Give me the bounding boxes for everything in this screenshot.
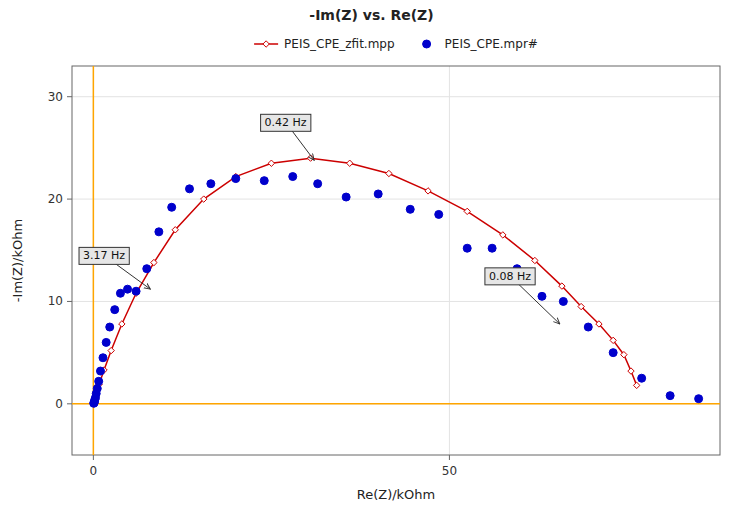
series <box>91 155 640 403</box>
data-point <box>609 349 617 357</box>
ticks: 0 50 0 10 20 30 <box>48 90 457 478</box>
data-point <box>638 374 646 382</box>
data-point <box>374 190 382 198</box>
data-point <box>559 297 567 305</box>
series <box>90 173 703 408</box>
y-axis-label: -Im(Z)/kOhm <box>10 219 25 302</box>
annotations: 3.17 Hz 0.42 Hz 0.08 Hz <box>79 114 560 324</box>
legend-item: PEIS_CPE.mpr# <box>423 37 538 51</box>
legend-marker <box>263 41 269 47</box>
x-tick-label: 0 <box>90 464 98 478</box>
plot-area <box>72 66 720 455</box>
data-point <box>584 323 592 331</box>
data-point <box>111 306 119 314</box>
data-point <box>132 287 140 295</box>
reference-line <box>72 403 720 405</box>
x-tick <box>93 455 94 460</box>
x-grid-line <box>449 66 450 455</box>
annotation-box <box>79 247 129 264</box>
y-grid-line <box>72 199 720 200</box>
fit-point <box>108 347 114 353</box>
annotation: 0.42 Hz <box>261 114 315 160</box>
data-point <box>342 193 350 201</box>
y-tick-label: 0 <box>55 397 63 411</box>
data-point <box>538 292 546 300</box>
fit-point <box>464 208 470 214</box>
data-point <box>666 392 674 400</box>
legend: PEIS_CPE_zfit.mpp PEIS_CPE.mpr# <box>254 37 538 51</box>
grid <box>72 66 720 455</box>
annotation-box <box>261 114 311 131</box>
data-point <box>168 203 176 211</box>
fit-point <box>633 382 639 388</box>
data-point <box>207 180 215 188</box>
y-tick <box>67 301 72 302</box>
y-grid-line <box>72 403 720 404</box>
y-tick <box>67 96 72 97</box>
fit-point <box>610 337 616 343</box>
plot-frame <box>72 66 720 455</box>
x-axis-label: Re(Z)/kOhm <box>357 487 436 502</box>
legend-label: PEIS_CPE_zfit.mpp <box>284 37 394 51</box>
y-grid-line <box>72 96 720 97</box>
data-point <box>463 244 471 252</box>
fit-point <box>559 283 565 289</box>
fit-point <box>596 321 602 327</box>
fit-point <box>151 259 157 265</box>
fit-point <box>621 351 627 357</box>
title: -Im(Z) vs. Re(Z) <box>309 7 433 23</box>
annotation: 0.08 Hz <box>485 268 560 324</box>
x-tick-label: 50 <box>442 464 457 478</box>
fit-point <box>425 188 431 194</box>
data-point <box>695 395 703 403</box>
y-tick <box>67 403 72 404</box>
fit-point <box>500 232 506 238</box>
fit-point <box>268 160 274 166</box>
legend-label: PEIS_CPE.mpr# <box>445 37 538 51</box>
y-tick <box>67 199 72 200</box>
fit-point <box>201 196 207 202</box>
annotation-text: 0.42 Hz <box>265 116 307 129</box>
y-tick-label: 30 <box>48 90 63 104</box>
data-point <box>260 177 268 185</box>
data-point <box>185 185 193 193</box>
data-point <box>102 338 110 346</box>
annotation-text: 3.17 Hz <box>83 249 125 262</box>
fit-point <box>578 303 584 309</box>
data-point <box>232 175 240 183</box>
fit-point <box>532 257 538 263</box>
data-point <box>314 180 322 188</box>
data-point <box>99 354 107 362</box>
y-grid-line <box>72 301 720 302</box>
data-point <box>488 244 496 252</box>
data-point <box>155 228 163 236</box>
data-point <box>143 265 151 273</box>
x-tick <box>449 455 450 460</box>
fit-point <box>347 160 353 166</box>
data-point <box>106 323 114 331</box>
annotation-box <box>485 268 535 285</box>
chart: 0 50 0 10 20 30 3.17 Hz 0.42 Hz 0.08 Hz -Im(Z) vs… <box>0 0 743 517</box>
legend-item: PEIS_CPE_zfit.mpp <box>254 37 394 51</box>
data-point <box>95 377 103 385</box>
annotation: 3.17 Hz <box>79 247 150 289</box>
y-tick-label: 20 <box>48 192 63 206</box>
fit-line <box>94 158 636 400</box>
data-point <box>406 205 414 213</box>
data-point <box>93 384 101 392</box>
fit-point <box>386 170 392 176</box>
data <box>72 66 720 455</box>
y-tick-label: 10 <box>48 294 63 308</box>
data-point <box>435 210 443 218</box>
legend-marker <box>423 40 431 48</box>
data-point <box>289 173 297 181</box>
fit-point <box>628 368 634 374</box>
data-point <box>96 367 104 375</box>
fit-point <box>119 321 125 327</box>
data-point <box>124 285 132 293</box>
data-point <box>116 289 124 297</box>
fit-point <box>172 227 178 233</box>
annotation-text: 0.08 Hz <box>489 270 531 283</box>
